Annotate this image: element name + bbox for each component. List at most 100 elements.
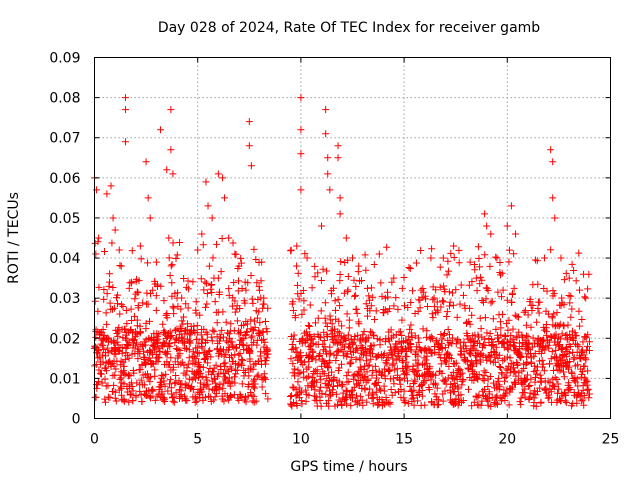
data-point	[414, 359, 422, 367]
data-point	[111, 346, 119, 354]
data-point	[132, 290, 140, 298]
data-point	[93, 381, 101, 389]
data-point	[235, 262, 243, 270]
data-point	[536, 298, 544, 306]
data-point	[371, 380, 379, 388]
data-point	[389, 351, 397, 359]
data-point	[264, 350, 272, 358]
data-point	[310, 392, 318, 400]
data-point	[511, 311, 519, 319]
data-point	[115, 324, 123, 332]
data-point	[558, 294, 566, 302]
data-point	[521, 336, 529, 344]
data-point	[332, 356, 340, 364]
data-point	[352, 392, 360, 400]
data-point	[545, 393, 553, 401]
data-point	[106, 299, 114, 307]
data-point	[573, 375, 581, 383]
data-point	[535, 309, 543, 317]
data-point	[136, 242, 144, 250]
data-point	[326, 349, 334, 357]
data-point	[226, 334, 234, 342]
data-point	[175, 386, 183, 394]
data-point	[171, 326, 179, 334]
data-point	[254, 371, 262, 379]
data-point	[177, 360, 185, 368]
data-point	[171, 379, 179, 387]
data-point	[349, 372, 357, 380]
data-point	[189, 348, 197, 356]
data-point	[386, 305, 394, 313]
data-point	[166, 376, 174, 384]
data-point	[233, 317, 241, 325]
data-point	[405, 263, 413, 271]
data-point	[113, 300, 121, 308]
data-point	[292, 344, 300, 352]
data-point	[366, 328, 374, 336]
data-point	[127, 325, 135, 333]
data-point	[416, 304, 424, 312]
data-point	[264, 395, 272, 403]
data-point	[536, 384, 544, 392]
data-point	[236, 305, 244, 313]
data-point	[198, 373, 206, 381]
data-point	[435, 349, 443, 357]
data-point	[172, 255, 180, 263]
data-point	[167, 106, 175, 114]
data-point	[128, 247, 136, 255]
data-point	[543, 287, 551, 295]
data-point	[433, 401, 441, 409]
data-point	[527, 375, 535, 383]
data-point	[414, 334, 422, 342]
data-point	[136, 322, 144, 330]
data-point	[334, 382, 342, 390]
data-point	[100, 295, 108, 303]
data-point	[553, 376, 561, 384]
data-point	[297, 349, 305, 357]
data-point	[253, 279, 261, 287]
data-point	[362, 378, 370, 386]
data-point	[97, 370, 105, 378]
data-point	[370, 341, 378, 349]
data-point	[289, 360, 297, 368]
data-point	[418, 387, 426, 395]
data-point	[456, 300, 464, 308]
data-point	[448, 374, 456, 382]
data-point	[311, 262, 319, 270]
data-point	[235, 330, 243, 338]
data-point	[364, 377, 372, 385]
data-point	[215, 337, 223, 345]
data-point	[117, 357, 125, 365]
data-point	[388, 278, 396, 286]
data-point	[392, 356, 400, 364]
data-point	[300, 373, 308, 381]
data-point	[328, 320, 336, 328]
data-point	[342, 337, 350, 345]
data-point	[545, 344, 553, 352]
data-point	[150, 334, 158, 342]
data-point	[552, 346, 560, 354]
data-point	[100, 286, 108, 294]
data-point	[313, 378, 321, 386]
data-point	[380, 387, 388, 395]
data-point	[350, 375, 358, 383]
data-point	[299, 286, 307, 294]
data-point	[565, 385, 573, 393]
data-point	[343, 310, 351, 318]
data-point	[160, 327, 168, 335]
data-point	[205, 385, 213, 393]
data-point	[476, 314, 484, 322]
data-point	[471, 266, 479, 274]
data-point	[245, 372, 253, 380]
data-point	[413, 361, 421, 369]
data-point	[387, 326, 395, 334]
data-point	[384, 293, 392, 301]
data-point	[441, 387, 449, 395]
data-point	[137, 376, 145, 384]
data-point	[560, 322, 568, 330]
data-point	[551, 334, 559, 342]
data-point	[158, 381, 166, 389]
data-point	[103, 190, 111, 198]
data-point	[493, 392, 501, 400]
data-point	[504, 345, 512, 353]
